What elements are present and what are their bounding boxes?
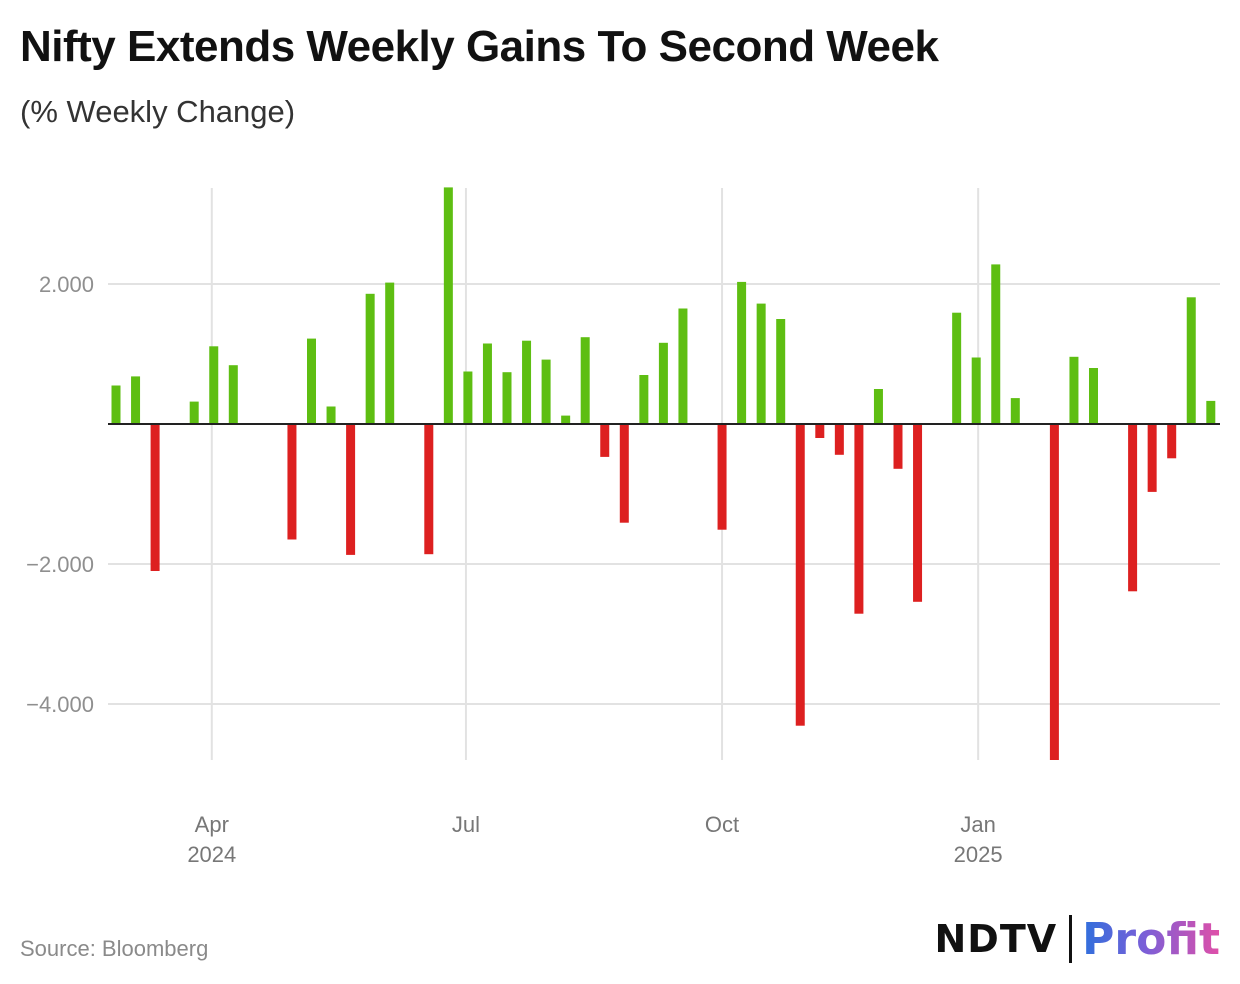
y-tick-label: 2.000 — [39, 272, 94, 297]
x-tick-label: Apr — [195, 812, 229, 837]
bar-gain — [737, 281, 747, 424]
x-axis-ticks: Apr 2024 Jul Oct Jan 2025 — [187, 812, 1002, 867]
bar-chart: 2.000 −2.000 −4.000 Apr 2024 Jul Oct Jan 2025 — [26, 187, 1220, 867]
bar-loss — [913, 424, 923, 602]
bar-gain — [1089, 368, 1098, 424]
bar-gain — [228, 365, 238, 424]
bar-gain — [1206, 400, 1216, 424]
bar-gain — [111, 385, 121, 424]
x-tick-year: 2025 — [954, 842, 1003, 867]
bar-loss — [1128, 424, 1138, 592]
bar-gain — [756, 303, 766, 424]
bar-gain — [482, 343, 492, 424]
bar-gain — [307, 338, 316, 424]
bar-loss — [287, 424, 297, 540]
bar-gain — [580, 337, 590, 424]
x-tick-year: 2024 — [187, 842, 236, 867]
bar-gain — [209, 346, 219, 424]
bar-loss — [619, 424, 629, 523]
bar-loss — [424, 424, 434, 555]
source-note: Source: Bloomberg — [20, 936, 209, 961]
bar-loss — [150, 424, 160, 571]
logo-brand: NDTV — [934, 917, 1058, 961]
y-tick-label: −2.000 — [26, 552, 94, 577]
bar-loss — [717, 424, 727, 530]
y-axis-ticks: 2.000 −2.000 −4.000 — [26, 272, 94, 717]
chart-title: Nifty Extends Weekly Gains To Second Wee… — [20, 22, 939, 71]
bar-gain — [991, 264, 1001, 424]
logo-product: Profit — [1082, 913, 1220, 965]
bar-gain — [443, 187, 453, 424]
bar-gain — [873, 389, 883, 424]
bar-gain — [952, 312, 962, 424]
bar-gain — [639, 375, 649, 424]
bar-loss — [795, 424, 805, 726]
x-tick-label: Jan — [960, 812, 995, 837]
bar-gain — [326, 406, 336, 424]
bar-gain — [502, 372, 512, 424]
bar-loss — [1167, 424, 1177, 459]
bar-gain — [1010, 398, 1020, 424]
bar-gain — [1069, 356, 1079, 424]
bar-gain — [971, 357, 981, 424]
bar-series — [111, 187, 1216, 760]
bar-loss — [1147, 424, 1157, 492]
bar-loss — [346, 424, 356, 555]
bar-gain — [131, 376, 141, 424]
logo-divider — [1069, 915, 1073, 963]
bar-gain — [522, 340, 532, 424]
bar-gain — [541, 359, 551, 424]
bar-gain — [385, 282, 395, 424]
bar-loss — [893, 424, 903, 469]
y-tick-label: −4.000 — [26, 692, 94, 717]
bar-gain — [776, 319, 786, 424]
bar-loss — [600, 424, 610, 457]
bar-loss — [854, 424, 864, 614]
bar-gain — [1186, 297, 1196, 424]
bar-gain — [463, 371, 473, 424]
chart-subtitle: (% Weekly Change) — [20, 94, 296, 129]
bar-loss — [834, 424, 844, 455]
bar-gain — [658, 342, 668, 424]
x-tick-label: Oct — [705, 812, 739, 837]
bar-loss — [815, 424, 825, 438]
bar-gain — [189, 401, 199, 424]
bar-loss — [1049, 424, 1059, 760]
bar-gain — [678, 308, 688, 424]
ndtv-profit-logo: NDTV Profit — [934, 912, 1220, 966]
x-tick-label: Jul — [452, 812, 480, 837]
horizontal-gridlines — [108, 283, 1220, 705]
bar-gain — [561, 415, 571, 424]
bar-gain — [365, 293, 375, 424]
